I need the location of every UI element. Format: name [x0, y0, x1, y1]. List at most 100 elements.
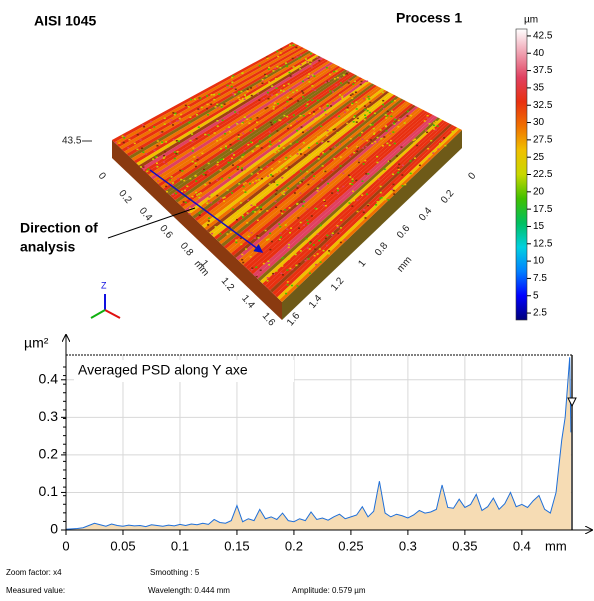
surface-texture: [179, 121, 182, 124]
surface-texture: [206, 95, 209, 97]
surface-texture: [322, 249, 325, 252]
surface-texture: [208, 170, 211, 172]
surface-texture: [195, 180, 198, 182]
surface-texture: [245, 96, 248, 98]
surface-texture: [181, 170, 184, 172]
surface-texture: [359, 134, 362, 137]
surface-texture: [428, 157, 431, 160]
surface-texture: [369, 101, 372, 104]
surface-texture: [355, 108, 358, 110]
surface-texture: [308, 248, 311, 250]
surface-texture: [256, 172, 259, 175]
surface-texture: [331, 101, 334, 104]
surface-texture: [242, 189, 245, 192]
surface-texture: [244, 182, 247, 184]
surface-texture: [262, 262, 265, 265]
surface-texture: [351, 93, 354, 95]
surface-texture: [191, 150, 194, 152]
surface-texture: [208, 182, 211, 184]
surface-texture: [224, 132, 227, 135]
surface-texture: [328, 67, 331, 70]
surface-texture: [310, 127, 313, 129]
surface-texture: [272, 70, 275, 72]
surface-texture: [406, 115, 409, 117]
surface-stripe: [182, 78, 365, 210]
surface-texture: [163, 155, 166, 158]
surface-texture: [400, 146, 403, 148]
surface-texture: [392, 131, 395, 133]
surface-texture: [307, 146, 310, 149]
surface-texture: [238, 183, 241, 185]
surface-texture: [355, 101, 358, 103]
surface-texture: [326, 244, 329, 247]
surface-texture: [346, 106, 349, 109]
surface-texture: [382, 107, 385, 110]
surface-texture: [292, 44, 295, 47]
surface-texture: [260, 208, 263, 211]
surface-stripe: [121, 47, 305, 152]
surface-texture: [332, 91, 335, 93]
surface-texture: [204, 133, 207, 136]
surface-texture: [251, 210, 254, 213]
surface-texture: [191, 133, 194, 135]
surface-texture: [242, 132, 245, 135]
surface-texture: [253, 237, 256, 239]
surface-texture: [213, 132, 216, 134]
surface-texture: [289, 267, 292, 270]
surface-texture: [173, 113, 176, 116]
surface-texture: [216, 140, 219, 142]
surface-texture: [261, 82, 264, 85]
surface-texture: [356, 150, 359, 152]
surface-texture: [397, 171, 400, 174]
surface-texture: [340, 86, 343, 89]
surface-texture: [353, 151, 356, 154]
surface-texture: [368, 98, 371, 100]
surface-texture: [295, 46, 298, 49]
x-tick-label: 1.6: [260, 311, 278, 329]
surface-texture: [237, 134, 240, 136]
surface-texture: [311, 88, 314, 90]
surface-texture: [246, 118, 249, 121]
surface-stripe: [143, 58, 326, 173]
surface-texture: [226, 86, 229, 89]
surface-texture: [278, 238, 281, 241]
surface-texture: [324, 237, 327, 240]
surface-texture: [265, 239, 268, 241]
surface-texture: [295, 120, 298, 123]
surface-texture: [301, 80, 304, 83]
surface-texture: [430, 139, 433, 142]
surface-texture: [392, 173, 395, 176]
surface-texture: [336, 189, 339, 192]
surface-texture: [376, 161, 379, 164]
surface-texture: [380, 137, 383, 140]
surface-stripe: [274, 126, 458, 298]
surface-texture: [153, 149, 156, 152]
surface-texture: [246, 222, 249, 224]
surface-texture: [180, 190, 183, 193]
surface-texture: [143, 169, 146, 171]
surface-texture: [224, 145, 227, 147]
surface-stripe: [192, 83, 375, 219]
surface-texture: [308, 112, 311, 114]
surface-texture: [233, 154, 236, 156]
surface-texture: [443, 137, 446, 139]
surface-texture: [272, 108, 275, 110]
surface-texture: [246, 88, 249, 91]
surface-texture: [298, 149, 301, 151]
surface-texture: [346, 122, 349, 125]
surface-texture: [358, 159, 361, 161]
surface-texture: [307, 73, 310, 75]
surface-texture: [271, 175, 274, 177]
surface-texture: [216, 164, 219, 166]
surface-texture: [272, 159, 275, 162]
surface-texture: [210, 93, 213, 96]
surface-texture: [257, 272, 260, 274]
surface-stripe: [240, 108, 424, 265]
surface-texture: [434, 129, 437, 131]
surface-texture: [227, 161, 230, 164]
surface-texture: [331, 232, 334, 235]
colorbar-tick-label: 22.5: [533, 169, 553, 180]
surface-texture: [327, 80, 330, 83]
surface-texture: [451, 130, 454, 133]
surface-texture: [187, 210, 190, 212]
